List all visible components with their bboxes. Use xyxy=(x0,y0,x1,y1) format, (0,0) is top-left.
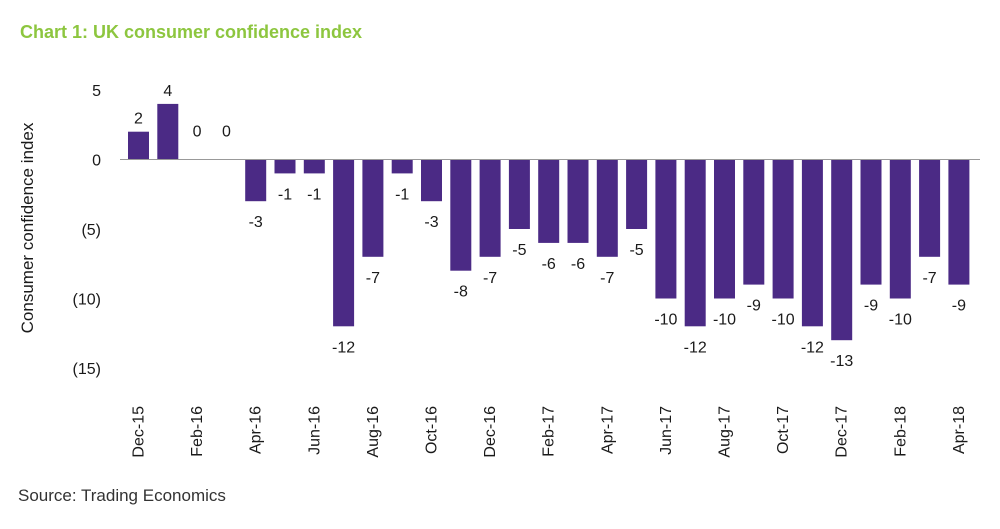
bar xyxy=(303,159,325,174)
x-tick-label: Feb-16 xyxy=(189,406,206,457)
bar xyxy=(684,159,706,327)
value-label: -9 xyxy=(952,298,966,315)
x-axis-ticks: Dec-15 Feb-16 Apr-16 Jun-16 Aug-16 Oct-16 Dec-… xyxy=(131,406,968,458)
value-labels: 240 0-3-1 -1-12-7-1-3-8-7-5-6 -6-7-5-10-12-… xyxy=(134,83,966,370)
value-label: -5 xyxy=(512,242,526,259)
y-tick-label: (5) xyxy=(81,222,101,239)
value-label: -6 xyxy=(571,256,585,273)
y-axis-label: Consumer confidence index xyxy=(18,122,37,333)
bars xyxy=(128,103,970,341)
y-tick-label: (15) xyxy=(73,361,101,378)
value-label: -7 xyxy=(600,270,614,287)
x-tick-label: Jun-17 xyxy=(658,406,675,455)
value-label: -9 xyxy=(747,298,761,315)
bar xyxy=(157,103,179,160)
source-note: Source: Trading Economics xyxy=(18,486,226,505)
bar xyxy=(831,159,853,341)
bar xyxy=(743,159,765,285)
value-label: 2 xyxy=(134,111,143,128)
value-label: -7 xyxy=(922,270,936,287)
x-tick-label: Oct-17 xyxy=(775,406,792,454)
bar xyxy=(655,159,677,299)
value-label: -3 xyxy=(249,214,263,231)
x-tick-label: Dec-17 xyxy=(834,406,851,458)
bar xyxy=(801,159,823,327)
value-label: 0 xyxy=(222,124,231,141)
bar xyxy=(508,159,530,229)
value-label: -12 xyxy=(684,339,707,356)
value-label: -7 xyxy=(366,270,380,287)
bar xyxy=(772,159,794,299)
value-label: 0 xyxy=(193,124,202,141)
y-tick-label: 5 xyxy=(92,83,101,100)
bar xyxy=(333,159,355,327)
value-label: -6 xyxy=(542,256,556,273)
x-tick-label: Dec-16 xyxy=(482,406,499,458)
x-tick-label: Apr-18 xyxy=(951,406,968,454)
value-label: -10 xyxy=(772,312,795,329)
bar xyxy=(714,159,735,299)
chart-title: Chart 1: UK consumer confidence index xyxy=(20,22,363,42)
bar xyxy=(274,159,296,174)
value-label: -8 xyxy=(454,284,468,301)
bar xyxy=(479,159,501,257)
bar xyxy=(919,159,941,257)
value-label: 4 xyxy=(163,83,172,100)
bar xyxy=(860,159,882,285)
value-label: -5 xyxy=(629,242,643,259)
x-tick-label: Feb-17 xyxy=(541,406,558,457)
value-label: -1 xyxy=(395,186,409,203)
x-tick-label: Apr-17 xyxy=(599,406,616,454)
y-tick-label: (10) xyxy=(73,292,101,309)
value-label: -9 xyxy=(864,298,878,315)
value-label: -1 xyxy=(278,186,292,203)
value-label: -12 xyxy=(801,339,824,356)
x-tick-label: Dec-15 xyxy=(131,406,148,458)
value-label: -10 xyxy=(654,312,677,329)
x-tick-label: Aug-16 xyxy=(365,406,382,458)
value-label: -13 xyxy=(830,353,853,370)
x-tick-label: Apr-16 xyxy=(248,406,265,454)
value-label: -3 xyxy=(424,214,438,231)
bar xyxy=(391,159,413,174)
x-tick-label: Feb-18 xyxy=(892,406,909,457)
x-tick-label: Aug-17 xyxy=(717,406,734,458)
y-axis-label-group: Consumer confidence index xyxy=(18,122,37,333)
value-label: -12 xyxy=(332,339,355,356)
bar xyxy=(567,159,589,243)
bar xyxy=(421,159,442,202)
bar xyxy=(889,159,911,299)
y-axis-ticks: 5 0 (5) (10) (15) xyxy=(73,83,102,378)
bar xyxy=(948,159,970,285)
value-label: -1 xyxy=(307,186,321,203)
bar xyxy=(626,159,648,229)
value-label: -10 xyxy=(713,312,736,329)
x-tick-label: Oct-16 xyxy=(424,406,441,454)
bar xyxy=(362,159,384,257)
bar xyxy=(450,159,472,271)
bar xyxy=(538,159,560,243)
bar xyxy=(245,159,267,202)
bar xyxy=(128,131,149,160)
value-label: -10 xyxy=(889,312,912,329)
bar xyxy=(596,159,618,257)
value-label: -7 xyxy=(483,270,497,287)
y-tick-label: 0 xyxy=(92,153,101,170)
x-tick-label: Jun-16 xyxy=(306,406,323,455)
